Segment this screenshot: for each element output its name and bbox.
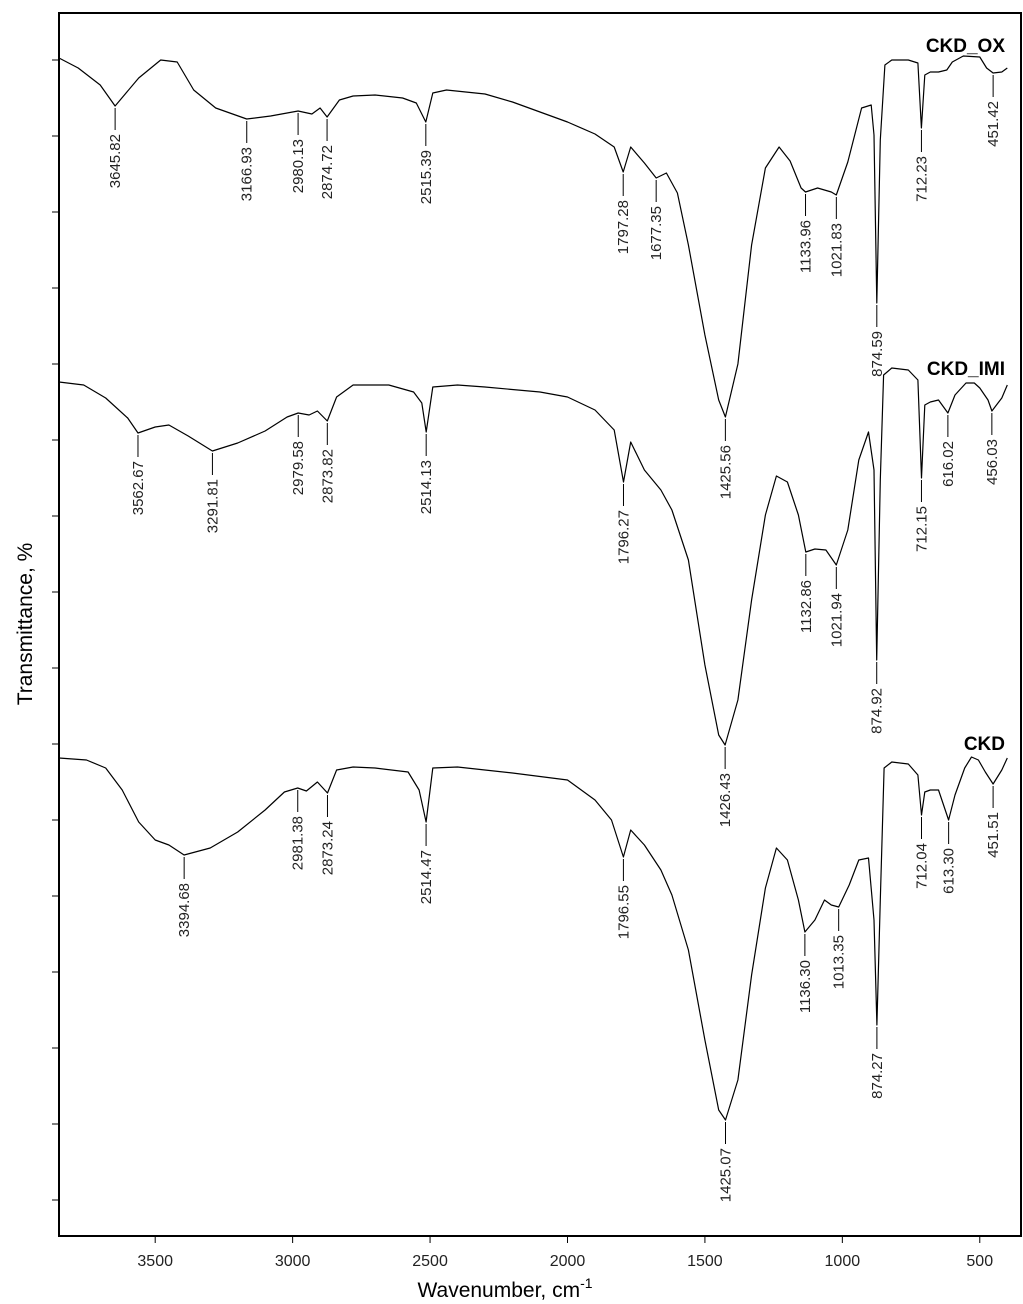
peak-label: 2515.39 <box>418 150 435 204</box>
peak-label: 1013.35 <box>831 935 848 989</box>
peak-label: 2514.47 <box>418 850 435 904</box>
spectrum-line-ckd-imi <box>58 367 1008 746</box>
x-tick-label: 2500 <box>412 1253 448 1270</box>
peak-label: 1677.35 <box>648 206 665 260</box>
peak-label: 2514.13 <box>418 460 435 514</box>
spectra-series <box>58 55 1008 1121</box>
series-name: CKD <box>964 734 1005 755</box>
series-name: CKD_OX <box>926 36 1006 57</box>
spectrum-line-ckd-ox <box>58 55 1008 418</box>
peak-label: 712.15 <box>914 506 931 552</box>
peak-label: 1797.28 <box>615 200 632 254</box>
peak-label: 3166.93 <box>239 147 256 201</box>
y-axis-ticks <box>52 59 59 1201</box>
x-axis-title: Wavenumber, cm-1 <box>417 1275 592 1302</box>
peak-label: 1796.55 <box>615 885 632 939</box>
x-axis: 3500 3000 2500 2000 1500 1000 500 <box>137 1236 993 1270</box>
peak-label: 1425.07 <box>718 1148 735 1202</box>
peak-label: 3291.81 <box>204 479 221 533</box>
peak-label: 874.59 <box>869 331 886 377</box>
peak-label: 2874.72 <box>319 145 336 199</box>
peak-label: 456.03 <box>984 439 1001 485</box>
peak-label: 1132.86 <box>798 580 815 633</box>
spectrum-line-ckd <box>58 756 1008 1121</box>
peak-label: 3645.82 <box>107 134 124 188</box>
peak-label: 451.51 <box>985 812 1002 858</box>
peak-label: 2873.82 <box>319 449 336 503</box>
peak-label: 1136.30 <box>797 960 814 1013</box>
series-name: CKD_IMI <box>927 359 1005 380</box>
peak-label: 1425.56 <box>717 445 734 499</box>
peak-label: 613.30 <box>941 848 958 894</box>
peak-label: 1133.96 <box>798 220 815 273</box>
x-tick-label: 3000 <box>275 1253 311 1270</box>
peak-label: 712.23 <box>913 156 930 202</box>
peak-label: 1021.94 <box>828 593 845 647</box>
x-tick-label: 1000 <box>825 1253 861 1270</box>
peak-label: 874.27 <box>869 1053 886 1099</box>
peak-label: 712.04 <box>914 843 931 889</box>
x-axis-title-text: Wavenumber, cm <box>417 1279 580 1302</box>
peak-label: 616.02 <box>940 441 957 487</box>
x-tick-label: 2000 <box>550 1253 586 1270</box>
x-axis-title-superscript: -1 <box>580 1275 593 1291</box>
plot-frame <box>58 12 1022 1237</box>
y-axis-title: Transmittance, % <box>14 543 37 706</box>
peak-label: 2980.13 <box>290 139 307 193</box>
peak-label: 1796.27 <box>616 510 633 564</box>
peak-annotations: 3645.82 3166.93 2980.13 2874.72 2515.39 1797.… <box>107 75 1002 1202</box>
peak-label: 3394.68 <box>176 883 193 937</box>
peak-label: 1426.43 <box>717 773 734 827</box>
peak-label: 1021.83 <box>828 223 845 277</box>
x-tick-label: 1500 <box>687 1253 723 1270</box>
peak-label: 2979.58 <box>290 441 307 495</box>
peak-label: 451.42 <box>985 101 1002 147</box>
series-name-labels: CKD_OX CKD_IMI CKD <box>926 36 1006 755</box>
x-tick-label: 500 <box>966 1253 993 1270</box>
peak-label: 874.92 <box>869 688 886 734</box>
peak-label: 2981.38 <box>290 816 307 870</box>
x-tick-label: 3500 <box>137 1253 173 1270</box>
peak-label: 2873.24 <box>320 821 337 875</box>
peak-label: 3562.67 <box>130 461 147 515</box>
